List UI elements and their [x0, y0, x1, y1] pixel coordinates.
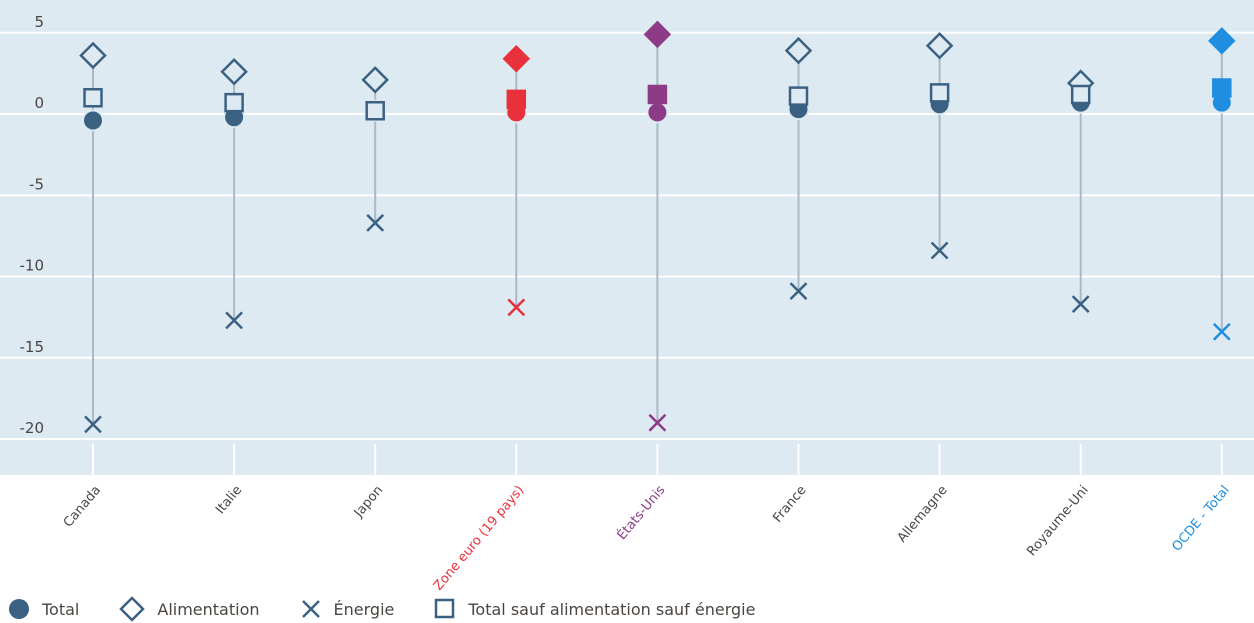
- marker-alimentation: [502, 44, 531, 73]
- x-tick-label: États-Unis: [614, 482, 669, 543]
- x-tick-label: Royaume-Uni: [1024, 483, 1091, 559]
- marker-core: [929, 83, 950, 103]
- marker-total: [646, 101, 669, 124]
- marker-alimentation: [361, 66, 389, 94]
- x-tick-label: Italie: [213, 483, 245, 517]
- y-tick-label: -20: [20, 419, 45, 437]
- marker-core: [647, 84, 668, 105]
- y-tick-label: -5: [29, 175, 44, 193]
- cross-icon: [301, 600, 320, 618]
- x-tick-label: Allemagne: [895, 483, 951, 546]
- marker-energie: [507, 298, 526, 317]
- y-tick-label: -10: [20, 257, 45, 275]
- legend-label: Énergie: [333, 599, 395, 619]
- marker-energie: [1212, 322, 1231, 341]
- legend-item-energie[interactable]: Énergie: [300, 598, 395, 620]
- marker-alimentation: [1208, 27, 1236, 55]
- marker-core: [83, 88, 103, 108]
- y-tick-label: -15: [20, 338, 45, 356]
- legend-label: Total: [42, 599, 80, 619]
- circle-icon: [9, 599, 29, 619]
- marker-energie: [930, 241, 949, 260]
- marker-core: [224, 92, 244, 113]
- legend-label: Alimentation: [157, 599, 260, 619]
- marker-alimentation: [643, 20, 672, 49]
- marker-energie: [789, 282, 808, 301]
- marker-core: [1070, 84, 1091, 105]
- marker-core: [788, 86, 809, 106]
- x-tick-label: Zone euro (19 pays): [431, 483, 527, 590]
- marker-energie: [225, 311, 243, 330]
- marker-core: [365, 101, 385, 121]
- marker-energie: [1071, 295, 1090, 314]
- square-icon: [435, 598, 455, 619]
- diamond-icon: [119, 596, 146, 622]
- legend-label: Total sauf alimentation sauf énergie: [468, 599, 756, 619]
- marker-energie: [648, 413, 667, 432]
- legend-item-alimentation[interactable]: Alimentation: [119, 596, 260, 622]
- marker-alimentation: [784, 36, 813, 65]
- marker-total: [82, 109, 104, 132]
- dot-plot-chart: 5 0 -5 -10 -15 -20 Canada Italie Japon Zone euro …: [0, 0, 1254, 590]
- x-tick-label: Canada: [61, 483, 104, 531]
- y-tick-label: 0: [34, 94, 44, 112]
- legend-item-total[interactable]: Total: [8, 598, 79, 620]
- marker-energie: [84, 415, 102, 434]
- x-tick-label: OCDE - Total: [1169, 483, 1232, 555]
- y-tick-label: 5: [34, 13, 44, 31]
- marker-alimentation: [925, 31, 954, 60]
- marker-alimentation: [79, 41, 107, 70]
- marker-core: [506, 89, 527, 110]
- marker-core: [1212, 78, 1232, 98]
- legend: Total Alimentation Énergie Total sauf al…: [8, 596, 795, 622]
- marker-alimentation: [220, 57, 248, 86]
- marker-energie: [366, 213, 385, 232]
- x-tick-label: France: [770, 483, 809, 526]
- plot-background: [0, 0, 1254, 475]
- legend-item-core[interactable]: Total sauf alimentation sauf énergie: [434, 598, 755, 620]
- x-tick-label: Japon: [351, 483, 386, 521]
